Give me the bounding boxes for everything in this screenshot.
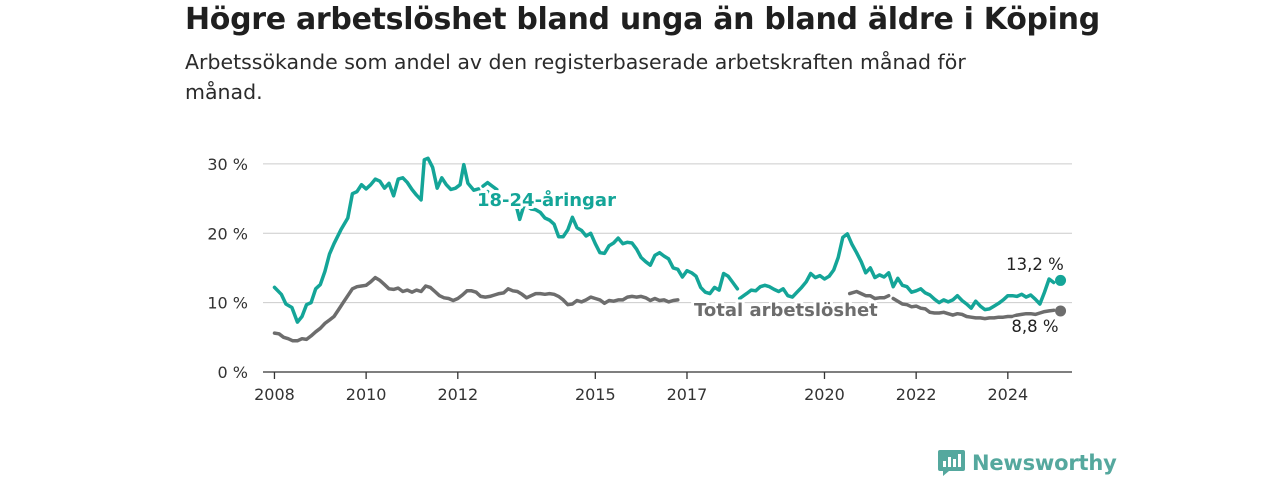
x-tick-label: 2015 [575, 385, 616, 404]
series-lines [272, 156, 1067, 343]
brand-logo: Newsworthy [937, 448, 1117, 477]
brand-name: Newsworthy [972, 450, 1117, 475]
x-tick-label: 2024 [987, 385, 1028, 404]
x-tick-label: 2008 [254, 385, 295, 404]
y-tick-label: 30 % [207, 155, 248, 174]
x-tick-label: 2017 [667, 385, 708, 404]
series-line-youth [481, 180, 499, 192]
gridlines [263, 163, 1072, 304]
series-line-youth [737, 232, 1056, 312]
chart-subtitle: Arbetssökande som andel av den registerb… [185, 50, 966, 104]
x-tick-label: 2010 [346, 385, 387, 404]
end-value-label-total: 8,8 % [1011, 317, 1058, 336]
end-point-marker [1055, 274, 1067, 286]
newsworthy-logo-icon [938, 450, 965, 476]
series-label-youth: 18-24-åringar [477, 189, 616, 211]
chart-title: Högre arbetslöshet bland unga än bland ä… [185, 2, 1100, 37]
series-line-total [891, 296, 1056, 321]
x-tick-label: 2022 [896, 385, 937, 404]
end-point-marker [1055, 305, 1067, 317]
series-line-total [272, 275, 680, 343]
x-tick-label: 2012 [437, 385, 478, 404]
series-line-total [847, 289, 891, 301]
series-label-total: Total arbetslöshet [694, 300, 878, 321]
series-line-youth [272, 156, 490, 324]
series-line-youth [513, 199, 740, 296]
y-tick-label: 20 % [207, 224, 248, 243]
y-axis-ticks: 0 % 10 % 20 % 30 % [207, 155, 248, 382]
end-value-label-youth: 13,2 % [1006, 255, 1064, 274]
x-axis: 2008 2010 2012 2015 2017 2020 2022 2024 [254, 371, 1072, 404]
y-tick-label: 0 % [218, 363, 248, 382]
x-tick-label: 2020 [804, 385, 845, 404]
series-labels: 18-24-åringar Total arbetslöshet 13,2 % 8,8… [474, 186, 1066, 339]
y-tick-label: 10 % [207, 294, 248, 313]
